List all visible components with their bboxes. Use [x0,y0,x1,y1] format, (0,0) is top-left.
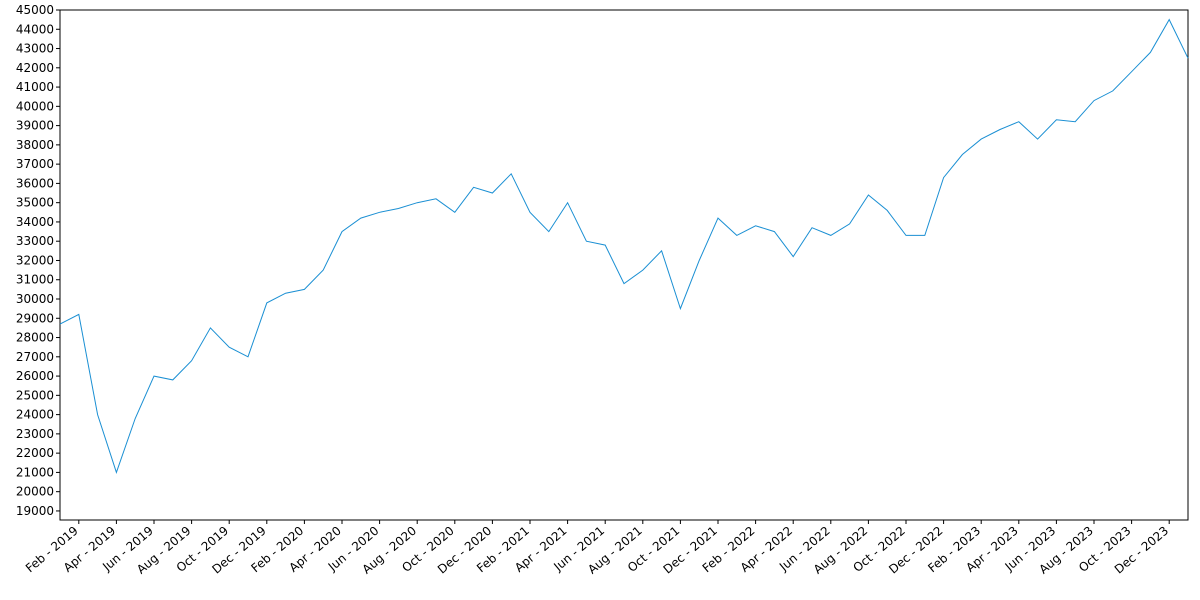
y-tick-label: 25000 [16,388,54,402]
y-tick-label: 21000 [16,465,54,479]
y-tick-label: 37000 [16,157,54,171]
y-tick-label: 45000 [16,3,54,17]
y-tick-label: 43000 [16,42,54,56]
y-tick-label: 44000 [16,22,54,36]
y-tick-label: 29000 [16,311,54,325]
y-tick-label: 39000 [16,119,54,133]
y-tick-label: 19000 [16,504,54,518]
data-line [59,18,1189,474]
y-tick-label: 20000 [16,485,54,499]
y-tick-label: 22000 [16,446,54,460]
y-tick-label: 26000 [16,369,54,383]
y-tick-label: 41000 [16,80,54,94]
y-tick-label: 42000 [16,61,54,75]
y-tick-label: 28000 [16,331,54,345]
y-tick-label: 38000 [16,138,54,152]
y-tick-label: 24000 [16,408,54,422]
plot-frame [59,9,1189,521]
y-tick-label: 27000 [16,350,54,364]
y-tick-label: 34000 [16,215,54,229]
y-tick-label: 23000 [16,427,54,441]
y-tick-label: 32000 [16,253,54,267]
y-tick-label: 31000 [16,273,54,287]
y-tick-label: 36000 [16,176,54,190]
y-tick-label: 35000 [16,196,54,210]
y-tick-label: 30000 [16,292,54,306]
y-tick-label: 33000 [16,234,54,248]
y-tick-label: 40000 [16,99,54,113]
